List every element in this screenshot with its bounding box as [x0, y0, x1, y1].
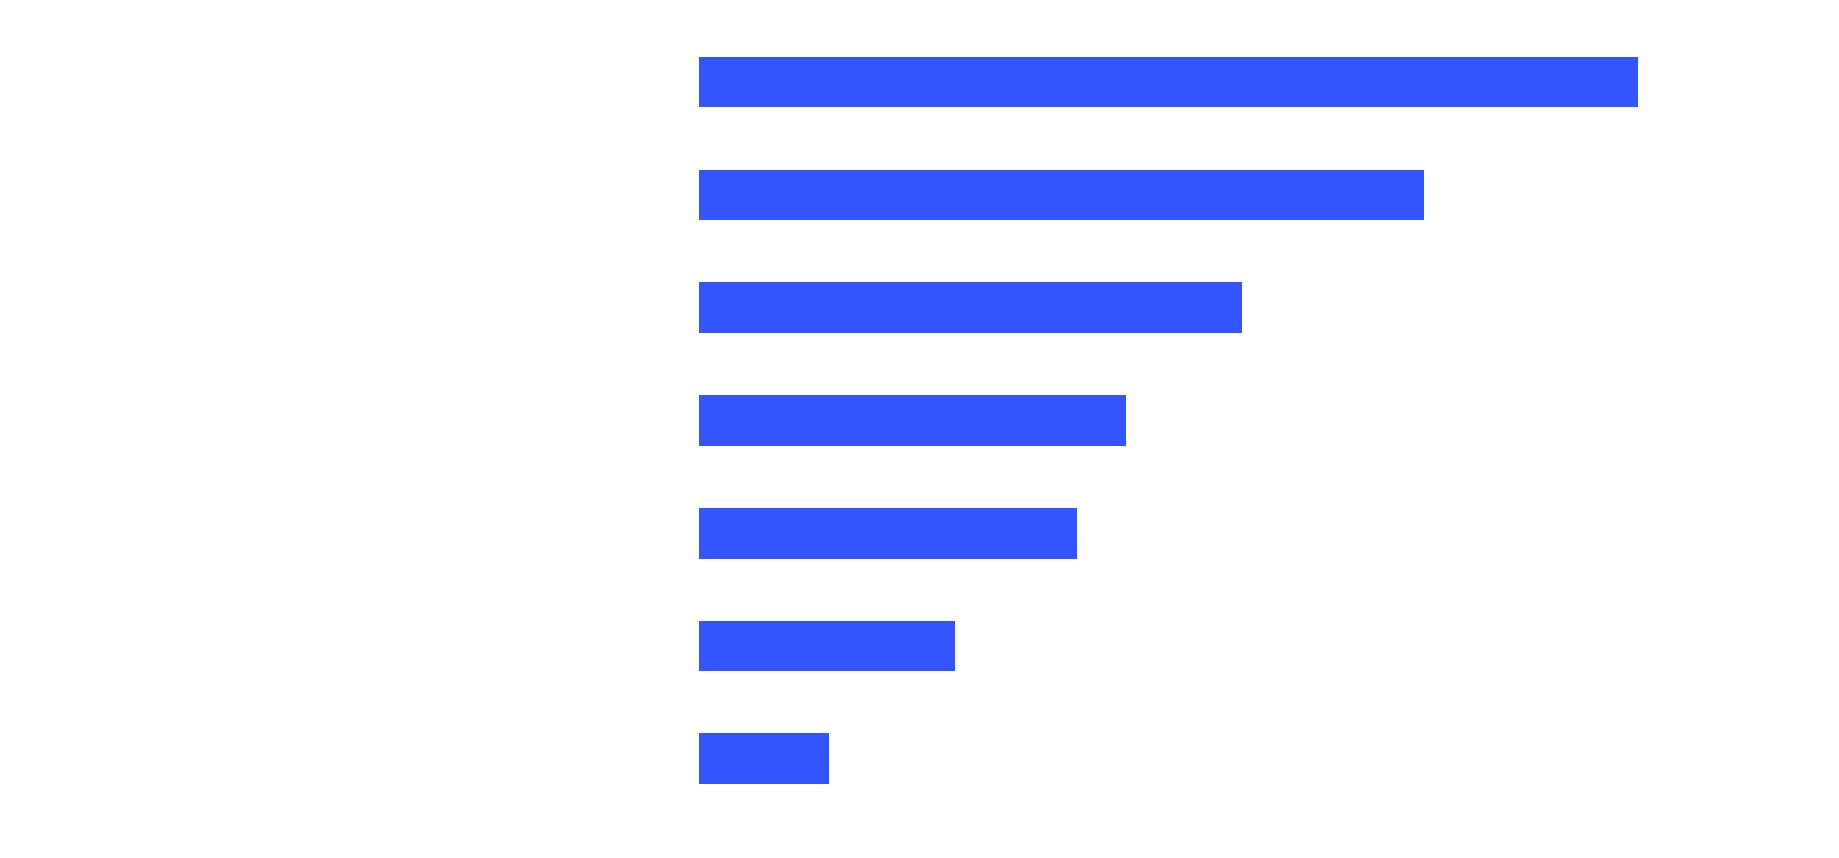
Bar — [699, 170, 1423, 221]
Bar — [699, 57, 1637, 107]
Bar — [699, 508, 1078, 559]
Bar — [699, 620, 954, 671]
Bar — [699, 282, 1241, 333]
Bar — [699, 734, 828, 784]
Bar — [699, 395, 1125, 446]
